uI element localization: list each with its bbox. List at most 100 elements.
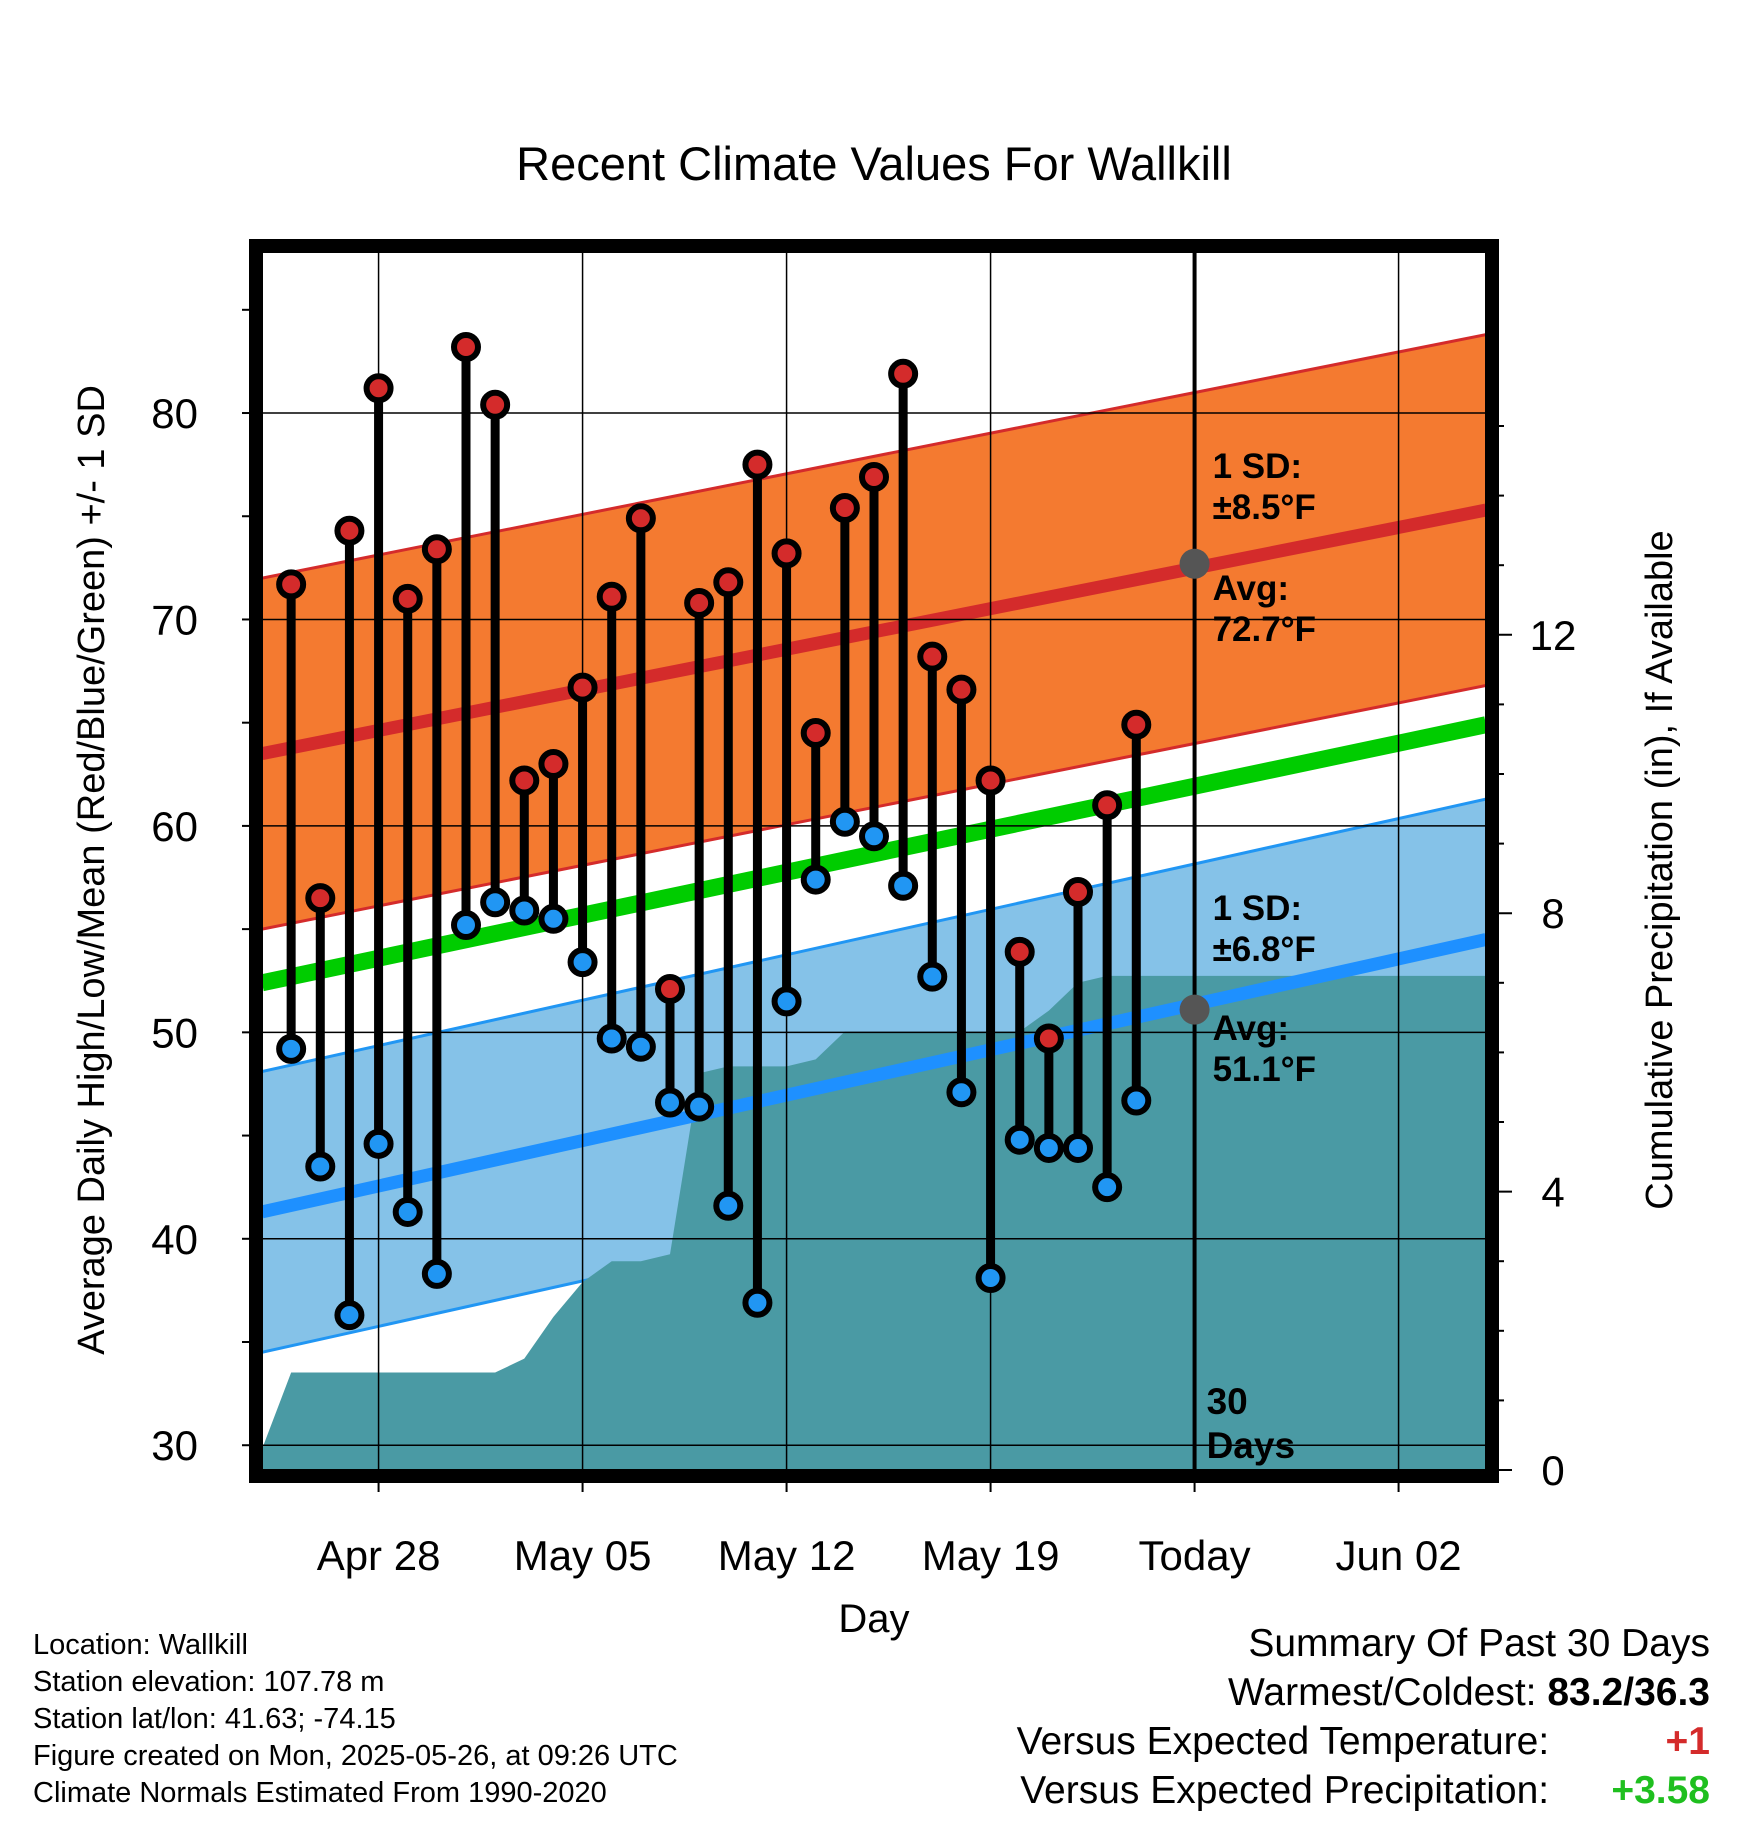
summary-warm-cold: Warmest/Coldest: 83.2/36.3 [1017,1668,1710,1717]
precip-area [262,975,1486,1470]
y-right-tick-label: 12 [1530,612,1577,659]
high-point [771,538,802,569]
low-point [509,895,540,926]
high-sd-annotation-line: 1 SD: [1213,447,1302,486]
high-point [334,515,365,546]
high-point [888,358,919,389]
low-point [742,1287,773,1318]
y-left-tick-label: 30 [151,1422,198,1469]
y-left-tick-label: 70 [151,596,198,643]
low-point [1063,1132,1093,1163]
low-point [859,821,889,852]
low-avg-annotation-line: Avg: [1213,1009,1289,1048]
low-point [1004,1124,1035,1155]
latlon-text: Station lat/lon: 41.63; -74.15 [33,1703,396,1735]
high-point [363,373,394,404]
high-point [625,503,656,534]
normals-text: Climate Normals Estimated From 1990-2020 [33,1777,607,1809]
low-point [975,1263,1006,1294]
high-point [392,583,423,614]
high-avg-annotation: Avg: 72.7°F [1213,569,1317,649]
low-avg-line [262,933,1486,1219]
y-axis-left-label: Average Daily High/Low/Mean (Red/Blue/Gr… [71,385,113,1355]
high-point [538,748,569,779]
temp-label: Versus Expected Temperature: [1016,1720,1550,1763]
high-point [305,883,336,914]
high-point [975,765,1006,796]
high-point [859,462,889,493]
low-point [538,903,569,934]
low-point [480,887,511,918]
low-avg-annotation-line: 51.1°F [1213,1050,1317,1089]
high-point [829,492,860,523]
high-point [1063,876,1093,907]
high-point [567,672,598,703]
high-point [1121,709,1152,740]
today-days-label: 30 Days [1207,1381,1295,1466]
low-point [625,1031,656,1062]
x-tick-label: May 19 [922,1532,1060,1579]
low-avg-annotation: Avg: 51.1°F [1213,1009,1317,1089]
high-point [1092,790,1123,821]
warm-cold-label: Warmest/Coldest: [1228,1671,1537,1714]
created-text: Figure created on Mon, 2025-05-26, at 09… [33,1740,678,1772]
data-marks [276,331,1152,1331]
summary-title: Summary Of Past 30 Days [1248,1622,1710,1665]
chart-title: Recent Climate Values For Wallkill [516,137,1232,190]
high-avg-annotation-line: 72.7°F [1213,610,1317,649]
low-point [713,1190,744,1221]
low-point [800,864,831,895]
high-point [684,587,715,618]
precip-label: Versus Expected Precipitation: [1020,1769,1550,1812]
high-point [800,718,831,749]
low-point [451,909,481,940]
high-point [946,674,977,705]
low-point [829,806,860,837]
high-sd-annotation-line: ±8.5°F [1213,488,1316,527]
high-point [1004,936,1035,967]
low-sd-annotation-line: 1 SD: [1213,889,1302,928]
high-sd-annotation: 1 SD: ±8.5°F [1213,447,1316,527]
high-point [713,567,744,598]
today-days-label-line: 30 [1207,1381,1248,1422]
low-point [1121,1085,1152,1116]
low-point [334,1300,365,1331]
low-point [1033,1132,1064,1163]
y-right-tick-label: 4 [1541,1169,1564,1216]
low-sd-annotation-line: ±6.8°F [1213,930,1316,969]
low-point [567,947,598,978]
y-left-tick-label: 40 [151,1216,198,1263]
low-point [421,1258,452,1289]
x-tick-label: Jun 02 [1336,1532,1462,1579]
low-point [684,1091,715,1122]
high-point [421,534,452,565]
y-left-tick-label: 80 [151,390,198,437]
temp-value: +1 [1665,1720,1710,1763]
low-point [1092,1172,1123,1203]
low-point [655,1087,685,1118]
today-high-avg-marker [1179,548,1210,579]
today-low-avg-marker [1179,994,1210,1025]
high-point [276,569,307,600]
low-point [946,1077,977,1108]
x-axis-label: Day [838,1597,909,1641]
summary-temp: Versus Expected Temperature: +1 [1017,1717,1710,1766]
location-text: Location: Wallkill [33,1629,248,1661]
high-point [480,389,511,420]
y-left-tick-label: 50 [151,1009,198,1056]
plot-frame [249,239,1499,1483]
precip-value: +3.58 [1611,1769,1710,1812]
elevation-text: Station elevation: 107.78 m [33,1666,385,1698]
x-tick-label: May 05 [514,1532,652,1579]
x-tick-label: May 12 [718,1532,856,1579]
x-tick-label: Today [1139,1532,1251,1579]
low-sd-upper-line [262,797,1486,1074]
high-point [509,765,540,796]
summary-precip: Versus Expected Precipitation: +3.58 [1017,1766,1710,1815]
low-point [305,1151,336,1182]
low-point [276,1033,307,1064]
y-left-tick-label: 60 [151,803,198,850]
y-right-tick-label: 8 [1541,890,1564,937]
